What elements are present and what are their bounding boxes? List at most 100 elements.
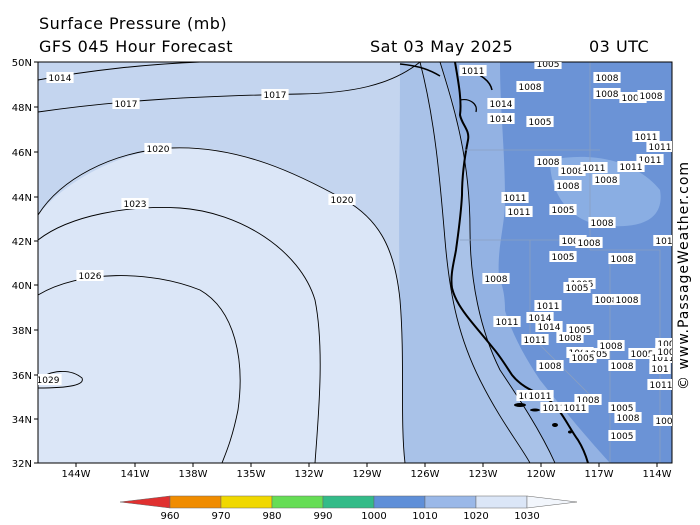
legend-swatch — [220, 495, 273, 509]
lon-label: 123W — [469, 469, 498, 480]
isobar-label-text: 1008 — [539, 362, 562, 372]
isobar-label: 1008 — [592, 294, 620, 306]
isobar-label-text: 1008 — [519, 83, 542, 93]
isobar-label-bg — [649, 352, 672, 363]
isobar-label-text: 1011 — [537, 302, 560, 312]
isobar-label-bg — [632, 131, 660, 142]
isobar-label: 1008 — [614, 412, 642, 424]
isobar-label-bg — [144, 143, 172, 154]
isobar-label-text: 1011 — [635, 133, 658, 143]
isobar-label-text: 1023 — [124, 200, 147, 210]
isobar-label-bg — [559, 235, 587, 246]
isobar-label-text: 1005 — [537, 60, 560, 70]
map-title: Surface Pressure (mb) — [39, 14, 228, 33]
lat-label: 50N — [12, 58, 32, 69]
isobar-label-text: 1014 — [49, 74, 72, 84]
isobar-label: 1011 — [540, 402, 568, 414]
isobar-label: 101 — [653, 235, 672, 247]
legend-arrow-low — [119, 495, 171, 509]
isobar-label-bg — [501, 192, 529, 203]
isobar-label-bg — [593, 88, 621, 99]
isobar-label-bg — [521, 334, 549, 345]
isobar-label-bg — [608, 253, 636, 264]
isobar-label-bg — [597, 340, 625, 351]
isobar-label-text: 1008 — [611, 362, 634, 372]
isobar-label-bg — [561, 402, 589, 413]
legend-label: 1030 — [514, 511, 539, 522]
isobar-label-bg — [534, 62, 562, 69]
isobar-label-text: 1014 — [490, 115, 513, 125]
isobar-label-bg — [536, 360, 564, 371]
isobar-label: 1011 — [632, 131, 660, 143]
isobar-label: 1008 — [613, 294, 641, 306]
isobar-label: 1011 — [561, 402, 589, 414]
isobar-label-text: 1011 — [652, 354, 675, 364]
isobar-label-text: 1008 — [537, 158, 560, 168]
isobar-label-text: 1011 — [524, 336, 547, 346]
isobar-label-text: 1011 — [649, 143, 672, 153]
isobar-label-bg — [121, 198, 149, 209]
isobar-label-bg — [516, 81, 544, 92]
isobar-label-text: 1011 — [543, 404, 566, 414]
isobar-label: 1008 — [482, 273, 510, 285]
isobar-label-text: 1005 — [552, 206, 575, 216]
isobar-label: 1011 — [534, 300, 562, 312]
isobar-label: 1020 — [144, 143, 172, 155]
isobar-label: 1008 — [637, 90, 665, 102]
lat-label: 46N — [12, 148, 32, 159]
lon-label: 141W — [121, 469, 150, 480]
lon-label: 129W — [353, 469, 382, 480]
lat-label: 48N — [12, 103, 32, 114]
isobar-label-text: 1011 — [650, 381, 673, 391]
isobar-label: 1008 — [559, 235, 587, 247]
isobar-label: 1005 — [549, 251, 577, 263]
isobar-label-bg — [261, 89, 289, 100]
lon-label: 135W — [237, 469, 266, 480]
isobar-label-text: 1020 — [147, 145, 170, 155]
isobar-label-text: 1008 — [591, 219, 614, 229]
isobar-label-bg — [549, 204, 577, 215]
pressure-legend: 960 970 980 990 1000 1010 1020 1030 — [119, 495, 578, 522]
lon-label: 144W — [62, 469, 91, 480]
isobar-label-bg — [459, 65, 487, 76]
isobar-label-bg — [646, 141, 672, 152]
isobar-label: 1011 — [459, 65, 487, 77]
legend-arrow-high — [526, 495, 578, 509]
isobar-label-text: 1026 — [79, 272, 102, 282]
isobar-label-text: 1005 — [611, 404, 634, 414]
isobar-label-text: 1011 — [508, 208, 531, 218]
isobar-label: 1026 — [76, 270, 104, 282]
isobar-label: 1008 — [608, 360, 636, 372]
isobar-label: 1008 — [593, 72, 621, 84]
isobar-label-bg — [655, 346, 672, 357]
isobar-label-bg — [608, 360, 636, 371]
legend-swatch — [424, 495, 477, 509]
isobar-label-text: 1011 — [620, 163, 643, 173]
isobar-label: 1005 — [563, 282, 591, 294]
isobar-label: 1008 — [554, 180, 582, 192]
isobar-label-bg — [526, 116, 554, 127]
lon-label: 114W — [643, 469, 672, 480]
isobar-label: 1008 — [608, 253, 636, 265]
isobar-label-text: 1005 — [622, 94, 645, 104]
isobar-label-text: 1008 — [557, 182, 580, 192]
isobar-label: 1008 — [574, 394, 602, 406]
band-1020 — [38, 146, 405, 463]
legend-label: 970 — [211, 511, 230, 522]
isobar-label: 1011 — [493, 316, 521, 328]
isobar-label: 100 — [655, 346, 672, 358]
isobar-label-text: 1008 — [578, 239, 601, 249]
isobar-label: 1008 — [558, 165, 586, 177]
isobar-label-bg — [554, 180, 582, 191]
legend-swatch — [169, 495, 222, 509]
isobar-label: 1017 — [112, 98, 140, 110]
isobar-label: 1020 — [328, 194, 356, 206]
isobar-label-bg — [38, 374, 62, 385]
isobar-label: 1008 — [575, 237, 603, 249]
isobar-label-bg — [482, 273, 510, 284]
isobar-label-text: 1005 — [572, 354, 595, 364]
isobar-label-text: 1005 — [569, 326, 592, 336]
isobar-label-bg — [112, 98, 140, 109]
isobar-label-text: 1008 — [595, 296, 618, 306]
isobar-label-bg — [593, 72, 621, 83]
